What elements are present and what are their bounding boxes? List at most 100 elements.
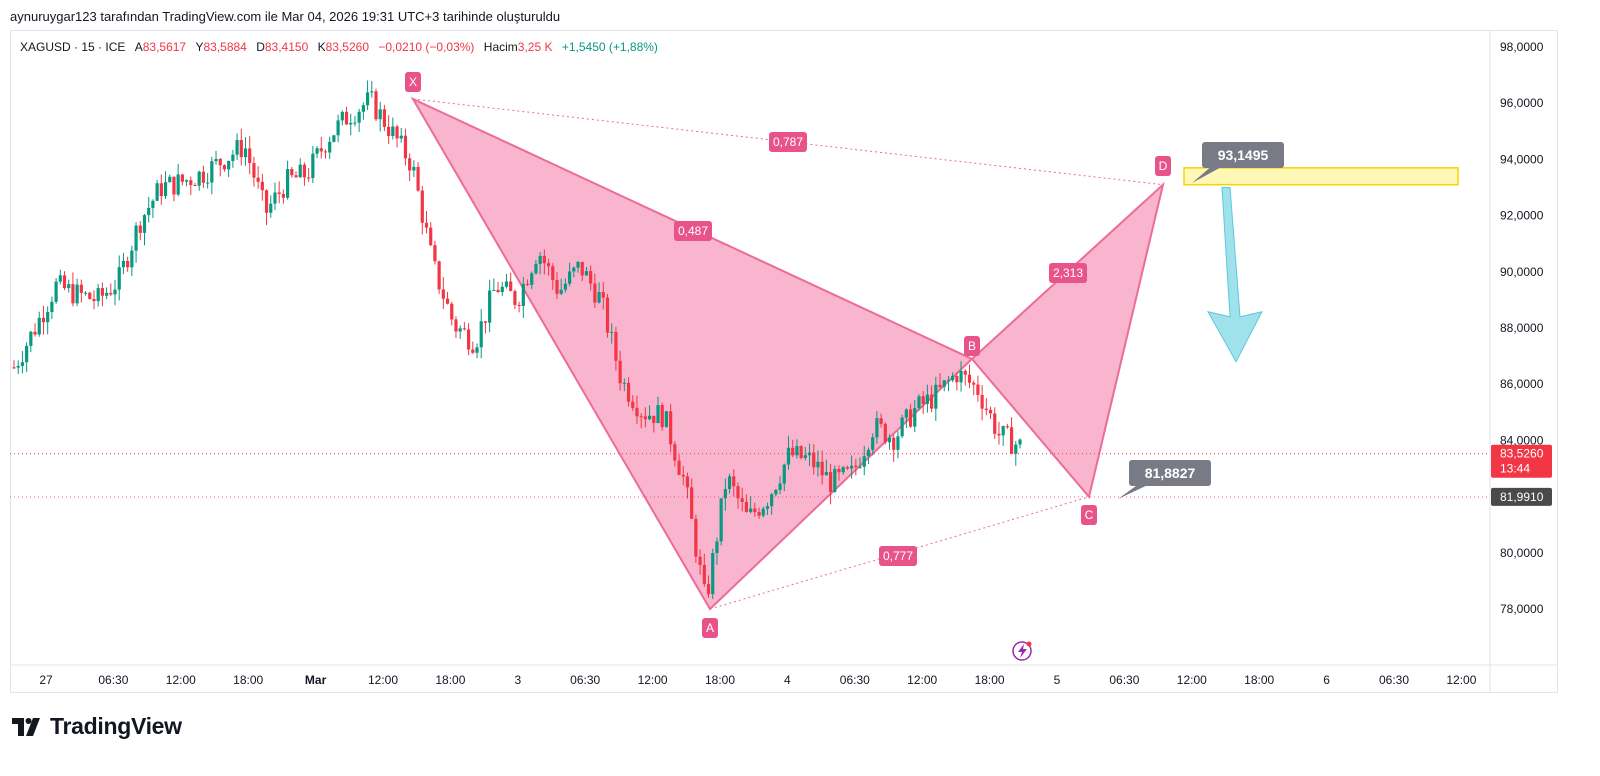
legend-high-label: Y <box>195 40 204 54</box>
alert-bolt-icon[interactable] <box>1012 641 1032 661</box>
candle-body <box>669 411 673 445</box>
candle-body <box>281 194 285 198</box>
candle-body <box>408 158 412 171</box>
candle-body <box>117 267 121 290</box>
chart-frame <box>10 30 1558 693</box>
candle-body <box>988 409 993 414</box>
ratio-label-box <box>674 221 712 241</box>
candle-body <box>336 120 340 136</box>
candle-body <box>816 461 820 468</box>
candle-body <box>105 292 109 296</box>
ratio-label: 0,787 <box>773 135 803 149</box>
candle-body <box>151 200 155 208</box>
candle-body <box>702 564 706 584</box>
candle-body <box>580 261 584 276</box>
candle-body <box>433 245 437 262</box>
candle-body <box>159 183 163 197</box>
candle-body <box>685 476 690 488</box>
x-tick-label: 18:00 <box>233 673 263 687</box>
y-tick-label: 84,0000 <box>1500 433 1544 447</box>
candle-body <box>445 298 450 304</box>
legend-open-value: 83,5617 <box>142 40 187 54</box>
candle-body <box>349 122 353 125</box>
candle-body <box>50 301 54 313</box>
candle-body <box>618 360 622 384</box>
x-tick-label: 4 <box>784 673 791 687</box>
candle-body <box>252 163 256 178</box>
candle-body <box>791 447 795 456</box>
candle-body <box>610 331 614 333</box>
candle-body <box>412 166 416 171</box>
y-tick-label: 88,0000 <box>1500 321 1544 335</box>
candle-body <box>227 160 231 170</box>
level-line-badge <box>1491 487 1552 506</box>
legend-change: −0,0210 (−0,03%) <box>378 40 475 54</box>
candle-body <box>83 292 88 294</box>
candle-body <box>138 225 142 233</box>
candle-body <box>471 349 475 353</box>
candle-body <box>492 289 496 291</box>
candle-body <box>290 169 294 176</box>
x-tick-label: 06:30 <box>98 673 128 687</box>
legend-volume-label: Hacim <box>483 40 518 54</box>
candle-body <box>420 190 424 223</box>
point-label-box <box>1155 156 1171 176</box>
candle-body <box>723 489 727 499</box>
candle-body <box>866 449 871 457</box>
candle-body <box>614 331 618 361</box>
candle-body <box>382 109 387 127</box>
x-tick-label: 5 <box>1054 673 1061 687</box>
tradingview-logo[interactable]: TradingView <box>12 713 182 740</box>
pattern-xab-triangle <box>410 96 974 611</box>
candle-body <box>841 467 845 473</box>
candle-body <box>29 331 33 346</box>
candle-body <box>736 486 740 499</box>
candle-body <box>980 394 984 409</box>
candle-body <box>946 380 951 382</box>
alert-bolt-dot <box>1026 641 1032 647</box>
legend-symbol[interactable]: XAGUSD · 15 · ICE <box>20 40 126 54</box>
candle-body <box>176 174 180 195</box>
candle-body <box>222 165 227 170</box>
candles-layer <box>12 80 1022 600</box>
candle-body <box>134 225 138 251</box>
callout-label: 93,1495 <box>1218 147 1269 163</box>
candle-body <box>163 182 168 197</box>
candle-body <box>677 460 681 475</box>
candle-body <box>67 284 71 289</box>
candle-body <box>441 289 445 299</box>
candle-body <box>913 408 917 427</box>
x-tick-label: 12:00 <box>638 673 668 687</box>
candle-body <box>904 409 908 418</box>
candle-body <box>622 382 626 384</box>
x-tick-label: 06:30 <box>1109 673 1139 687</box>
candle-body <box>778 483 782 490</box>
x-tick-label: 18:00 <box>705 673 735 687</box>
candle-body <box>597 291 601 303</box>
candle-body <box>694 518 698 557</box>
candle-body <box>942 380 946 387</box>
candle-body <box>319 148 323 152</box>
candle-body <box>206 182 210 184</box>
candle-body <box>732 476 736 487</box>
candle-body <box>955 375 959 383</box>
x-tick-label: 6 <box>1323 673 1330 687</box>
candle-body <box>79 284 83 293</box>
ratio-label: 0,777 <box>883 549 913 563</box>
candle-body <box>896 436 900 450</box>
candle-body <box>323 151 328 153</box>
candle-body <box>719 498 723 542</box>
x-tick-label: 12:00 <box>368 673 398 687</box>
candle-body <box>218 158 222 166</box>
candle-body <box>934 384 938 409</box>
candle-body <box>25 345 29 363</box>
candle-body <box>62 275 67 289</box>
candle-body <box>921 396 925 404</box>
candle-body <box>774 489 778 495</box>
candle-body <box>311 153 315 179</box>
candle-body <box>462 328 466 330</box>
candle-body <box>542 255 546 264</box>
candle-body <box>298 164 302 178</box>
ratio-label: 0,487 <box>678 224 708 238</box>
